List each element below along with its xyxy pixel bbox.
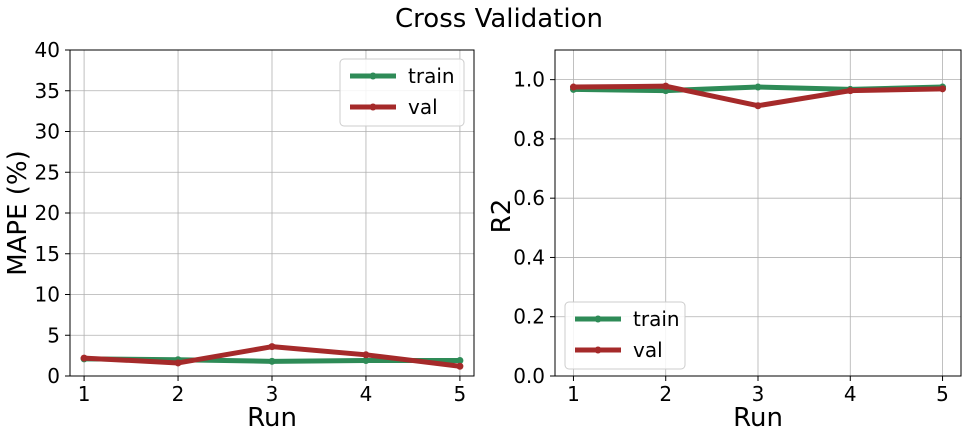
x-tick-label: 2 [172,382,185,406]
y-tick-label: 40 [35,38,60,62]
legend-label-val: val [408,95,438,119]
y-tick-label: 0.4 [513,245,545,269]
y-tick-label: 5 [47,323,60,347]
legend-label-train: train [408,64,455,88]
data-point-val [268,343,276,351]
x-tick-label: 5 [454,382,467,406]
chart-mape: 1 2 3 4 5 0 5 10 15 20 25 30 35 40 Run MAPE (%) train val [3,38,475,433]
chart-r2: 1 2 3 4 5 0.0 0.2 0.4 0.6 0.8 1.0 Run R2 train val [487,49,962,433]
y-tick-label: 15 [35,242,60,266]
x-axis-label: Run [247,403,297,433]
data-point-val [80,354,88,362]
legend-marker-val [594,346,602,354]
x-tick-label: 4 [360,382,373,406]
data-point-train [362,357,370,365]
y-tick-label: 20 [35,201,60,225]
legend-label-val: val [633,338,663,362]
x-axis-label: Run [733,403,783,433]
data-point-val [174,359,182,367]
legend: train val [339,58,465,127]
data-point-val [456,362,464,370]
y-tick-label: 0 [47,364,60,388]
x-tick-label: 1 [78,382,91,406]
legend-marker-train [594,315,602,323]
data-point-val [846,87,854,95]
data-point-val [569,83,577,91]
x-tick-label: 4 [844,382,857,406]
y-tick-label: 35 [35,79,60,103]
legend-marker-val [369,103,377,111]
legend: train val [564,301,686,370]
legend-marker-train [369,72,377,80]
y-tick-label: 0.8 [513,127,545,151]
y-tick-label: 10 [35,283,60,307]
data-point-train [268,357,276,365]
y-tick-label: 0.6 [513,186,545,210]
y-axis-label: MAPE (%) [3,150,33,276]
y-tick-label: 25 [35,160,60,184]
legend-label-train: train [633,307,680,331]
x-tick-label: 3 [266,382,279,406]
x-tick-label: 1 [567,382,580,406]
x-tick-label: 5 [936,382,949,406]
y-tick-label: 1.0 [513,68,545,92]
data-point-val [662,82,670,90]
x-tick-label: 3 [752,382,765,406]
data-point-val [754,102,762,110]
y-tick-label: 30 [35,120,60,144]
y-tick-label: 0.0 [513,364,545,388]
data-point-train [754,83,762,91]
data-point-val [939,85,947,93]
data-point-val [362,351,370,359]
data-point-train [456,357,464,365]
y-axis-label: R2 [487,199,517,234]
x-tick-label: 2 [659,382,672,406]
y-tick-label: 0.2 [513,305,545,329]
figure-title: Cross Validation [395,4,603,34]
